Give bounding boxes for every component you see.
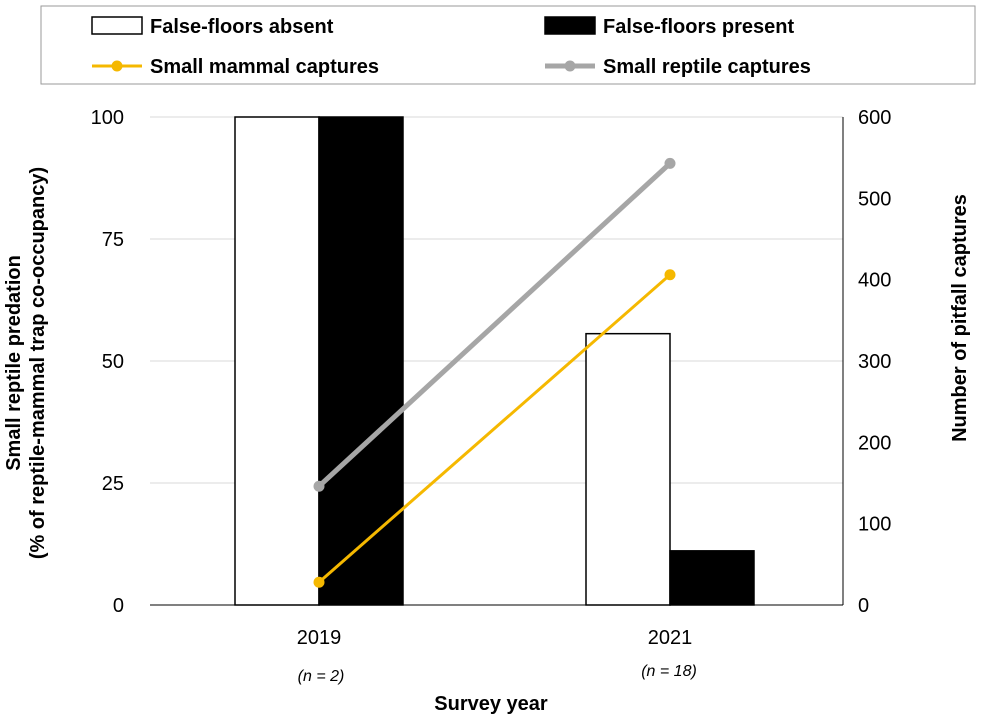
legend-swatch-false-floors-absent — [91, 16, 143, 35]
legend-marker-small-reptile-captures — [564, 60, 576, 72]
y2-tick-label: 400 — [858, 270, 891, 292]
x-sample-size: (n = 2) — [298, 668, 345, 685]
axes — [150, 117, 844, 606]
x-axis-categories: 2019 (n = 2) 2021 (n = 18) — [297, 627, 697, 685]
y-tick-label: 0 — [113, 595, 124, 617]
legend-marker-small-mammal-captures — [111, 60, 123, 72]
legend-label-false-floors-present: False-floors present — [603, 16, 795, 38]
point-small-mammal-captures-2021 — [664, 269, 676, 281]
legend-label-false-floors-absent: False-floors absent — [150, 16, 334, 38]
x-sample-size: (n = 18) — [641, 663, 697, 680]
bar-false-floors-absent-2019 — [234, 116, 320, 606]
legend: False-floors absent False-floors present S… — [40, 5, 976, 85]
x-axis-title: Survey year — [434, 693, 548, 715]
y-tick-label: 25 — [102, 473, 124, 495]
line-small-mammal-captures — [318, 273, 671, 584]
line-small-reptile-captures — [317, 161, 672, 489]
y2-tick-label: 500 — [858, 188, 891, 210]
y2-tick-label: 0 — [858, 595, 869, 617]
y-tick-label: 50 — [102, 351, 124, 373]
lines — [313, 157, 676, 588]
bar-false-floors-present-2019 — [318, 116, 404, 606]
y-axis-title-line-1: Small reptile predation — [3, 255, 25, 471]
legend-label-small-mammal-captures: Small mammal captures — [150, 56, 379, 78]
right-axis-ticks: 0 100 200 300 400 500 600 — [858, 107, 891, 617]
y-axis-title: Small reptile predation (% of reptile-ma… — [3, 167, 49, 559]
y2-tick-label: 300 — [858, 351, 891, 373]
bars — [234, 116, 755, 606]
legend-label-small-reptile-captures: Small reptile captures — [603, 56, 811, 78]
point-small-reptile-captures-2019 — [313, 480, 325, 492]
bar-false-floors-present-2021 — [669, 550, 755, 606]
y2-tick-label: 100 — [858, 514, 891, 536]
left-axis-ticks: 0 25 50 75 100 — [91, 107, 124, 617]
point-small-mammal-captures-2019 — [313, 576, 325, 588]
y-axis-title-line-2: (% of reptile-mammal trap co-occupancy) — [27, 167, 49, 559]
legend-swatch-false-floors-present — [544, 16, 596, 35]
bar-false-floors-absent-2021 — [585, 332, 671, 606]
point-small-reptile-captures-2021 — [664, 157, 676, 169]
y2-axis-title: Number of pitfall captures — [949, 194, 971, 442]
y2-tick-label: 200 — [858, 432, 891, 454]
y-tick-label: 100 — [91, 107, 124, 129]
legend-box — [40, 5, 976, 85]
y2-axis-title-text: Number of pitfall captures — [949, 194, 971, 442]
y-tick-label: 75 — [102, 229, 124, 251]
y2-tick-label: 600 — [858, 107, 891, 129]
x-tick-label: 2021 — [648, 627, 693, 649]
x-tick-label: 2019 — [297, 627, 342, 649]
